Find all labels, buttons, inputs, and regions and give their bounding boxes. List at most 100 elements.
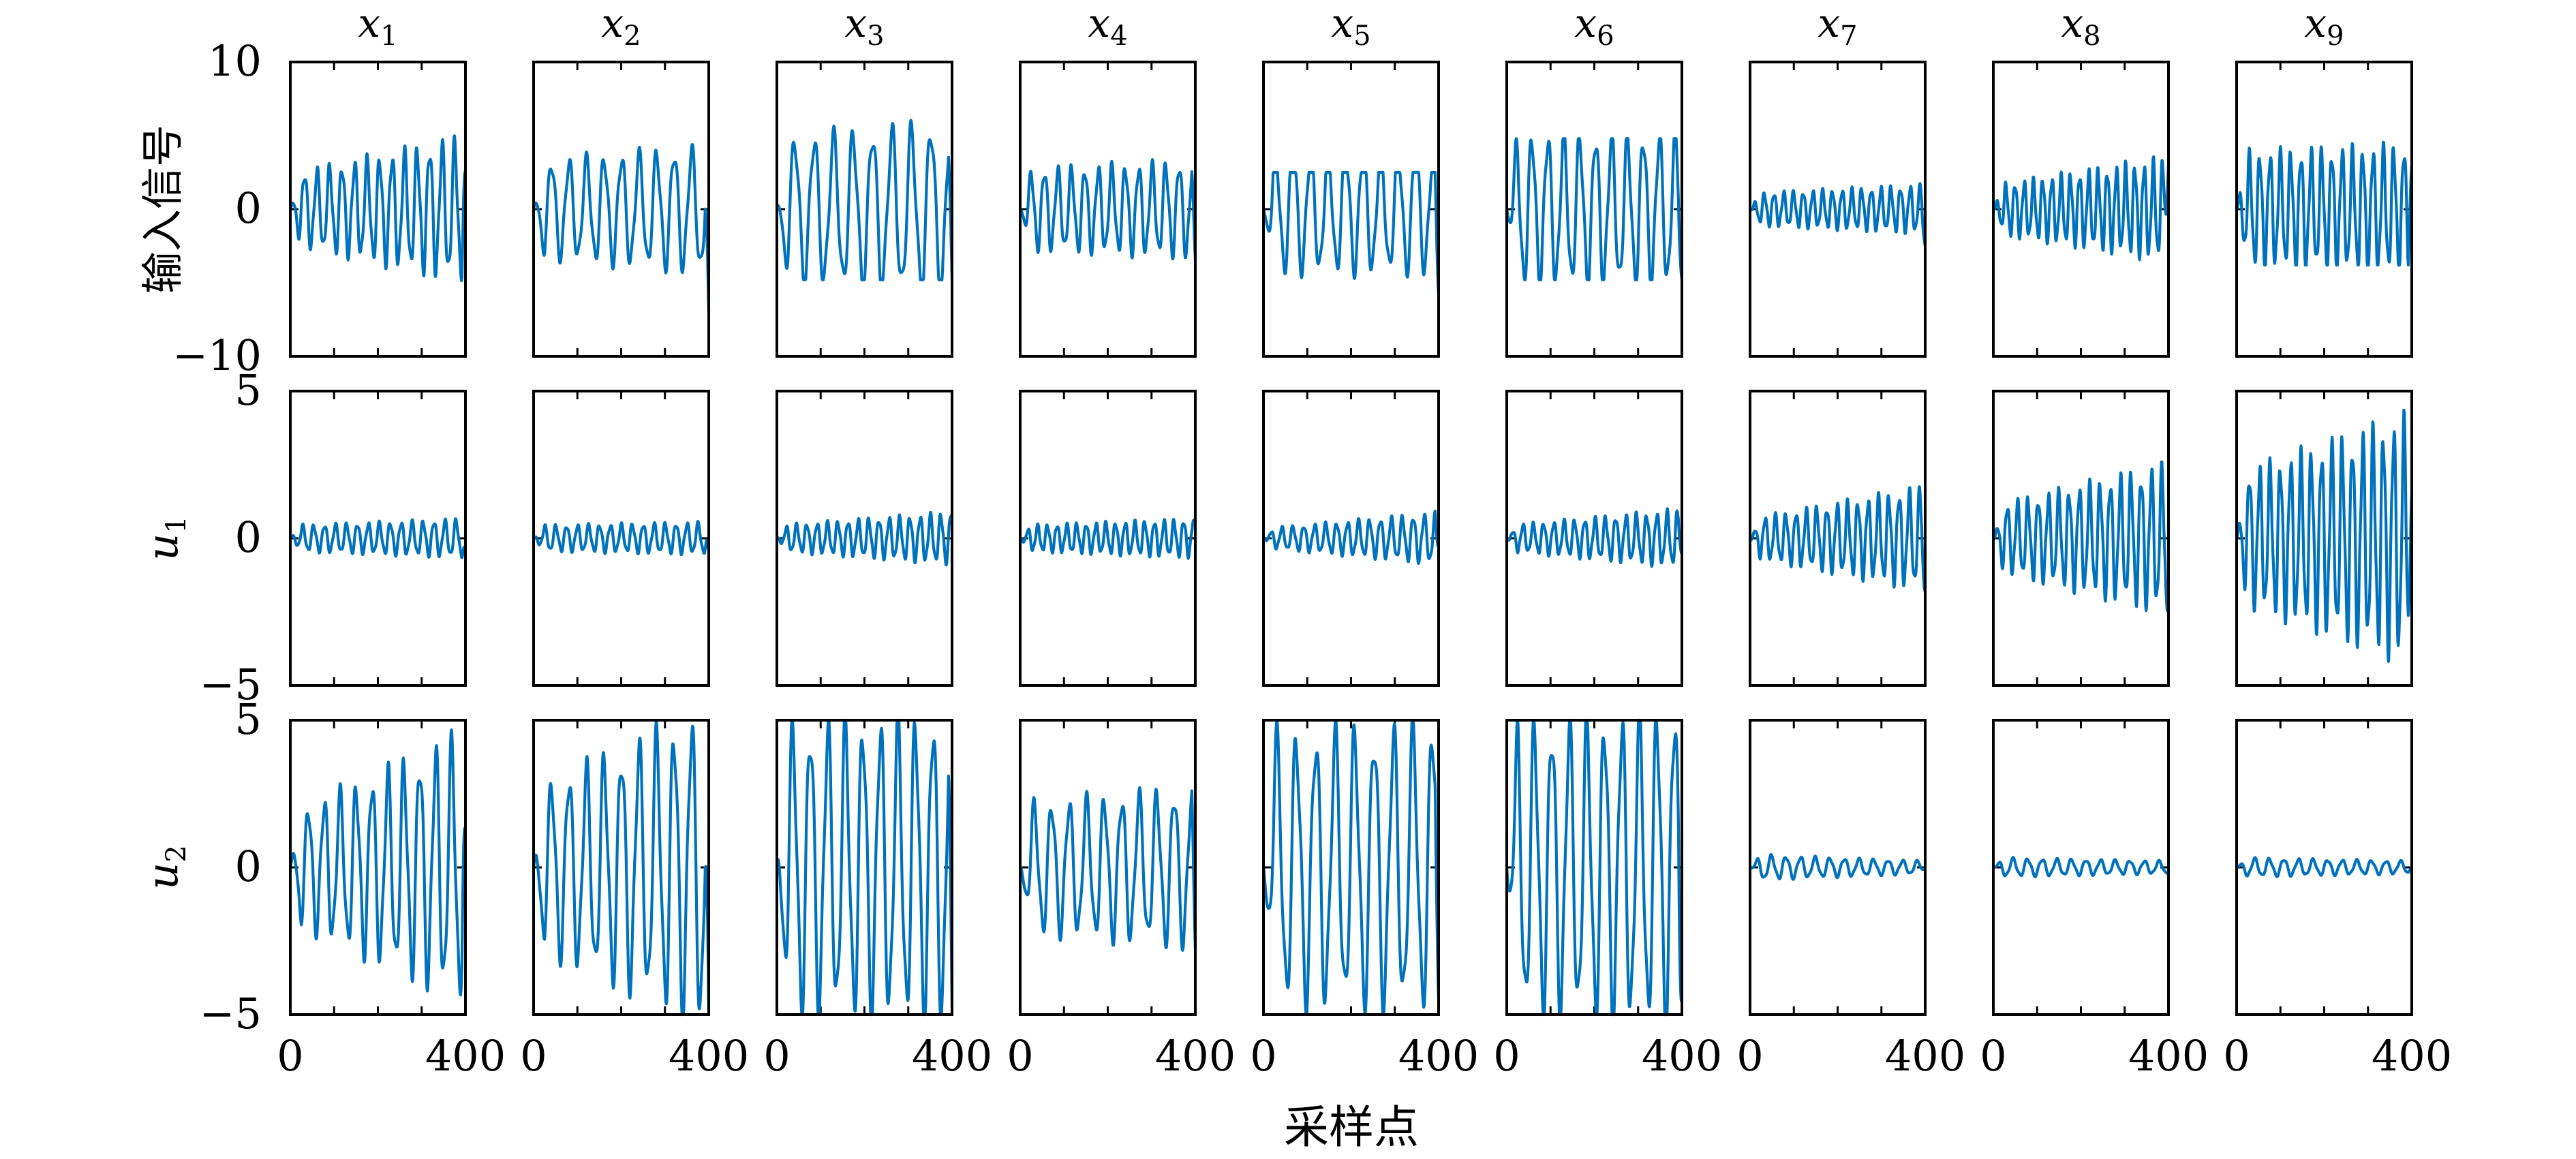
subplot-r1-c8 <box>1992 61 2171 358</box>
axes-frame <box>289 719 467 1016</box>
axes-frame <box>776 390 953 687</box>
subplot-r1-c2 <box>532 61 711 358</box>
x-tick-label: 0 <box>763 1031 790 1081</box>
series-line <box>1505 137 1684 281</box>
axes-frame <box>1019 61 1197 358</box>
axes-frame <box>1749 61 1927 358</box>
subplot-r1-c6 <box>1505 61 1684 358</box>
column-title-7: x7 <box>1818 0 1857 52</box>
series-line <box>1749 182 1927 247</box>
subplot-r3-c3: 0 400 <box>763 718 992 1081</box>
subplot-r3-c1: 0 400 <box>277 719 506 1081</box>
axes-frame <box>532 61 710 358</box>
subplot-r2-c4 <box>1019 390 1197 687</box>
series-line <box>1749 853 1927 881</box>
axes-frame <box>776 61 953 358</box>
series-line <box>2235 408 2414 663</box>
subplot-r2-c2 <box>532 390 711 687</box>
y-tick-label: 5 <box>235 365 262 415</box>
x-tick-label: 400 <box>425 1031 506 1081</box>
x-tick-label: 400 <box>669 1031 749 1081</box>
axes-frame <box>2235 719 2413 1016</box>
axes-frame <box>289 390 467 687</box>
subplot-r1-c3 <box>775 61 954 358</box>
column-title-6: x6 <box>1574 0 1614 52</box>
column-title-2: x2 <box>601 0 641 52</box>
row-label-2: u1 <box>138 516 192 560</box>
series-line <box>1992 155 2171 262</box>
subplot-r3-c9: 0 400 <box>2223 719 2452 1081</box>
x-tick-label: 0 <box>1493 1031 1520 1081</box>
panel-grid: x1 x2 x3 x4 x5 x6 x7 x8 x9 输入信号 10 0 −10 u1 5 0 −5 u2 5 0 −5… <box>138 0 2452 1081</box>
y-tick-label: −5 <box>200 989 262 1038</box>
y-tick-label: −10 <box>172 330 262 380</box>
axes-frame <box>1019 390 1197 687</box>
row-label-3: u2 <box>138 845 192 889</box>
subplot-r3-c2: 0 400 <box>520 719 749 1081</box>
axes-frame <box>532 390 710 687</box>
series-line <box>1261 718 1441 1017</box>
subplot-r2-c5 <box>1262 390 1440 687</box>
axes-frame <box>1992 390 2170 687</box>
series-line <box>532 720 711 1017</box>
subplot-r1-c1 <box>288 61 467 358</box>
subplot-r1-c7 <box>1749 61 1927 358</box>
column-title-5: x5 <box>1331 0 1370 52</box>
axes-frame <box>1505 61 1683 358</box>
series-line <box>1019 158 1197 261</box>
axes-frame <box>1749 390 1927 687</box>
axes-frame <box>2235 61 2413 358</box>
series-line <box>1992 856 2170 878</box>
series-line <box>532 143 711 313</box>
y-tick-label: 0 <box>235 512 262 562</box>
series-line <box>288 728 467 997</box>
series-line <box>1019 786 1197 952</box>
subplot-r3-c6: 0 400 <box>1493 718 1722 1081</box>
series-line <box>776 510 953 567</box>
x-tick-label: 400 <box>912 1031 992 1081</box>
axes-frame <box>1992 719 2170 1016</box>
x-tick-label: 0 <box>520 1031 547 1081</box>
column-title-4: x4 <box>1088 0 1127 52</box>
axes-frame <box>1505 719 1683 1016</box>
row-label-1: 输入信号 <box>138 125 187 294</box>
subplot-r1-c9 <box>2235 61 2414 358</box>
y-tick-label: 5 <box>235 694 262 744</box>
axes-frame <box>1505 390 1683 687</box>
x-tick-label: 0 <box>1980 1031 2006 1081</box>
series-line <box>1992 460 2170 613</box>
subplot-r2-c3 <box>776 390 953 687</box>
series-line <box>289 517 467 559</box>
axes-frame <box>2235 390 2413 687</box>
axes-frame <box>1262 61 1440 358</box>
series-line <box>1505 507 1683 568</box>
subplot-r1-c5 <box>1261 61 1441 358</box>
column-title-9: x9 <box>2304 0 2344 52</box>
series-line <box>532 520 711 557</box>
subplot-r2-c8 <box>1992 390 2170 687</box>
axes-frame <box>1019 719 1197 1016</box>
series-line <box>1261 170 1441 295</box>
y-tick-label: 10 <box>208 36 262 86</box>
series-line <box>775 119 954 281</box>
series-line <box>1019 518 1197 560</box>
series-line <box>775 718 954 1017</box>
column-title-1: x1 <box>358 0 397 52</box>
axes-frame <box>1262 719 1440 1016</box>
subplot-r1-c4 <box>1019 61 1197 358</box>
x-tick-label: 0 <box>2223 1031 2250 1081</box>
x-tick-label: 0 <box>1007 1031 1033 1081</box>
series-line <box>1749 485 1927 593</box>
x-tick-label: 0 <box>1250 1031 1276 1081</box>
axes-frame <box>289 61 467 358</box>
x-tick-label: 400 <box>1398 1031 1479 1081</box>
x-tick-label: 400 <box>2372 1031 2452 1081</box>
subplot-r3-c8: 0 400 <box>1980 719 2209 1081</box>
axes-frame <box>776 719 953 1016</box>
column-title-8: x8 <box>2061 0 2100 52</box>
series-line <box>2235 856 2413 878</box>
subplot-r2-c7 <box>1749 390 1927 687</box>
y-tick-label: −5 <box>200 660 262 709</box>
axes-frame <box>1749 719 1927 1016</box>
